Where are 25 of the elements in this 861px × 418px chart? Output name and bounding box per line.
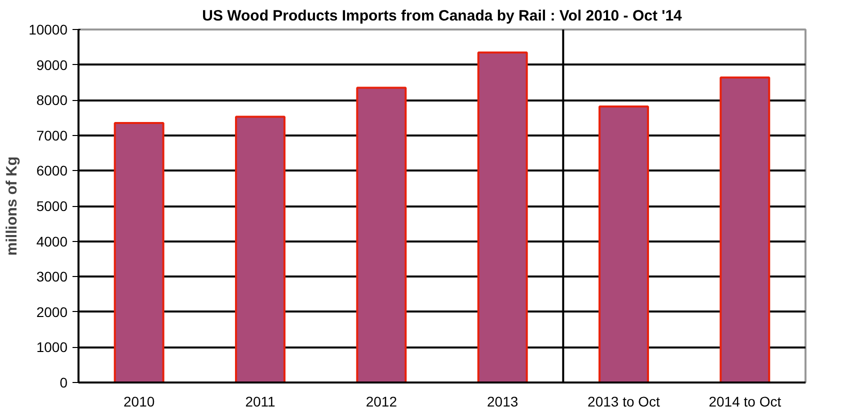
x-tick-label: 2013 to Oct: [588, 394, 660, 410]
x-tick-label: 2012: [366, 394, 398, 410]
bar: [477, 51, 528, 382]
bar: [235, 116, 286, 382]
bar: [114, 122, 164, 382]
chart-title: US Wood Products Imports from Canada by Rail : Vol 2010 - Oct '14: [202, 8, 683, 24]
x-tick-label: 2010: [124, 394, 155, 410]
y-tick-label: 8000: [36, 92, 68, 108]
x-tick-label: 2014 to Oct: [708, 394, 782, 410]
x-tick-label: 2013: [487, 394, 518, 410]
y-tick-label: 0: [60, 374, 68, 390]
y-tick-label: 5000: [36, 198, 68, 214]
y-tick-label: 10000: [28, 22, 68, 38]
y-tick-label: 9000: [36, 56, 68, 73]
y-tick-label: 2000: [36, 304, 68, 320]
y-tick-label: 1000: [36, 339, 68, 356]
y-tick-label: 7000: [36, 127, 68, 144]
y-tick-label: 3000: [36, 268, 68, 285]
bar: [356, 86, 407, 382]
bar: [598, 105, 649, 382]
y-axis-title: millions of Kg: [4, 156, 21, 256]
bar: [720, 76, 770, 382]
y-tick-label: 6000: [36, 162, 68, 179]
x-tick-label: 2011: [245, 394, 276, 410]
y-tick-label: 4000: [36, 233, 68, 250]
